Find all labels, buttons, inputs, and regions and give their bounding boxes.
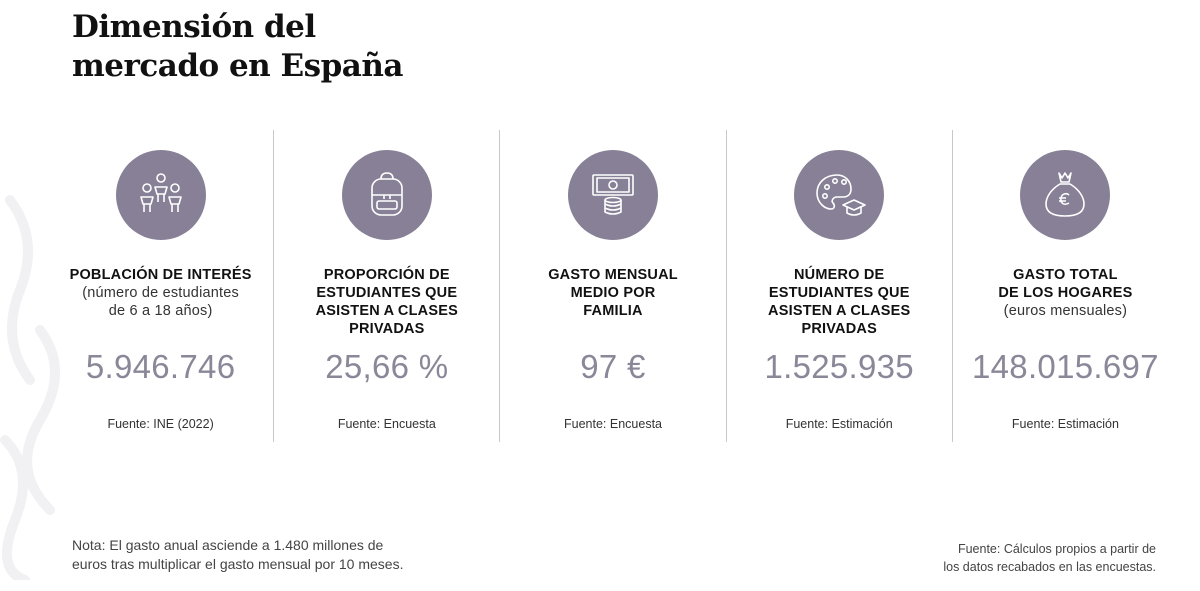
metric-value: 5.946.746 [85,348,236,385]
title-line-1: Dimensión del [72,9,316,45]
metric-source: Fuente: INE (2022) [107,417,214,431]
metrics-row: POBLACIÓN DE INTERÉS (número de estudian… [48,130,1178,442]
metric-value: 25,66 % [325,348,449,385]
metric-heading: PROPORCIÓN DE ESTUDIANTES QUE ASISTEN A … [315,267,458,337]
metric-source: Fuente: Encuesta [337,417,436,431]
metric-source: Fuente: Estimación [1011,417,1119,431]
metric-numero-estudiantes: NÚMERO DE ESTUDIANTES QUE ASISTEN A CLAS… [725,130,952,442]
metric-gasto-total: GASTO TOTAL DE LOS HOGARES (euros mensua… [951,130,1178,442]
metric-heading: POBLACIÓN DE INTERÉS (número de estudian… [69,267,252,319]
source-footnote: Fuente: Cálculos propios a partir de los… [943,542,1156,574]
people-icon [115,150,206,240]
metric-source: Fuente: Estimación [785,417,893,431]
metric-heading: GASTO TOTAL DE LOS HOGARES (euros mensua… [998,267,1133,319]
money-bag-icon [1020,150,1111,240]
page-title: Dimensión del mercado en España [72,8,404,86]
money-icon [568,150,658,240]
metric-proporcion: PROPORCIÓN DE ESTUDIANTES QUE ASISTEN A … [273,130,499,442]
decorative-watermark [0,195,60,580]
palette-graduation-icon [794,150,885,240]
metric-heading: GASTO MENSUAL MEDIO POR FAMILIA [548,267,678,319]
note-text: Nota: El gasto anual asciende a 1.480 mi… [72,537,404,572]
metric-value: 148.015.697 [972,348,1159,385]
metric-poblacion: POBLACIÓN DE INTERÉS (número de estudian… [48,130,273,442]
backpack-icon [341,150,432,240]
title-line-2: mercado en España [72,48,404,84]
metric-value: 97 € [580,348,646,385]
metric-gasto-mensual: GASTO MENSUAL MEDIO POR FAMILIA 97 € Fue… [499,130,725,442]
metric-value: 1.525.935 [764,348,914,385]
metric-source: Fuente: Encuesta [564,417,662,431]
metric-heading: NÚMERO DE ESTUDIANTES QUE ASISTEN A CLAS… [768,267,911,337]
